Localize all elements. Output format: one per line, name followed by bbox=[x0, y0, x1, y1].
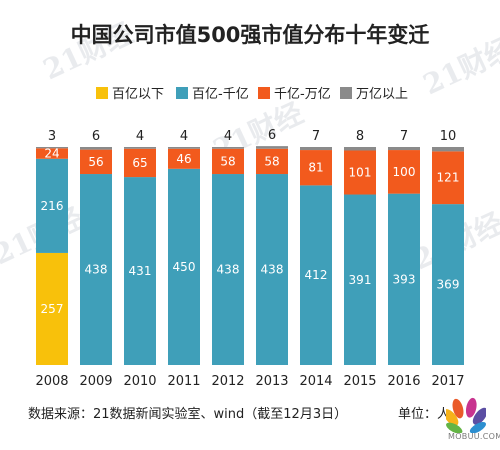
data-label-2015-series-4: 8 bbox=[356, 129, 364, 144]
data-label-2013-series-3: 58 bbox=[264, 154, 279, 168]
bar-segment-2011-series-3 bbox=[168, 148, 200, 169]
bar-segment-2010-series-3 bbox=[124, 148, 156, 178]
peacock-logo-icon bbox=[446, 397, 486, 433]
bar-segment-2008-series-3 bbox=[36, 148, 68, 159]
bar-segment-2008-series-4 bbox=[36, 147, 68, 149]
bar-segment-2011-series-4 bbox=[168, 147, 200, 149]
data-label-2010-series-2: 431 bbox=[129, 264, 152, 278]
data-label-2017-series-3: 121 bbox=[437, 171, 460, 185]
data-label-2014-series-4: 7 bbox=[312, 129, 320, 144]
legend-label-3: 千亿-万亿 bbox=[274, 87, 331, 102]
legend-swatch-2 bbox=[176, 87, 188, 99]
bar-segment-2017-series-3 bbox=[432, 151, 464, 205]
x-tick-label-2012: 2012 bbox=[211, 374, 244, 389]
bar-segment-2017-series-4 bbox=[432, 147, 464, 152]
data-label-2015-series-2: 391 bbox=[349, 273, 372, 287]
data-label-2015-series-3: 101 bbox=[349, 166, 372, 180]
bars-group: 257 216 24 3 438 56 6 431 65 4 450 46 4 438 58 4 438 58 6 4… bbox=[36, 128, 464, 365]
data-label-2012-series-4: 4 bbox=[224, 129, 232, 144]
x-tick-label-2008: 2008 bbox=[35, 374, 68, 389]
bar-segment-2012-series-3 bbox=[212, 148, 244, 175]
bar-segment-2012-series-4 bbox=[212, 147, 244, 149]
data-label-2012-series-2: 438 bbox=[217, 263, 240, 277]
bar-segment-2009-series-4 bbox=[80, 147, 112, 150]
legend-swatch-3 bbox=[258, 87, 270, 99]
x-tick-label-2017: 2017 bbox=[431, 374, 464, 389]
x-tick-label-2009: 2009 bbox=[79, 374, 112, 389]
data-label-2016-series-4: 7 bbox=[400, 129, 408, 144]
bar-segment-2015-series-2 bbox=[344, 194, 376, 365]
bar-segment-2010-series-2 bbox=[124, 177, 156, 365]
data-label-2008-series-1: 257 bbox=[41, 302, 64, 316]
x-tick-label-2011: 2011 bbox=[167, 374, 200, 389]
data-label-2013-series-2: 438 bbox=[261, 263, 284, 277]
data-label-2011-series-4: 4 bbox=[180, 129, 188, 144]
data-label-2011-series-2: 450 bbox=[173, 260, 196, 274]
data-label-2012-series-3: 58 bbox=[220, 154, 235, 168]
x-tick-label-2010: 2010 bbox=[123, 374, 156, 389]
data-label-2009-series-4: 6 bbox=[92, 129, 100, 144]
legend-label-1: 百亿以下 bbox=[112, 87, 164, 102]
data-label-2010-series-4: 4 bbox=[136, 129, 144, 144]
site-watermark-text: MOBUU.COM bbox=[448, 432, 500, 441]
data-label-2013-series-4: 6 bbox=[268, 128, 276, 143]
data-label-2008-series-3: 24 bbox=[44, 147, 59, 161]
bar-segment-2013-series-3 bbox=[256, 148, 288, 175]
unit-label: 单位：人 bbox=[398, 407, 450, 422]
bar-segment-2016-series-2 bbox=[388, 193, 420, 365]
bar-segment-2010-series-4 bbox=[124, 147, 156, 149]
bar-segment-2015-series-4 bbox=[344, 147, 376, 151]
legend-label-4: 万亿以上 bbox=[356, 87, 408, 102]
bar-segment-2016-series-4 bbox=[388, 147, 420, 151]
bar-segment-2014-series-4 bbox=[300, 147, 332, 151]
legend-label-2: 百亿-千亿 bbox=[192, 87, 249, 102]
bar-segment-2008-series-2 bbox=[36, 158, 68, 253]
x-tick-label-2016: 2016 bbox=[387, 374, 420, 389]
bar-segment-2011-series-2 bbox=[168, 168, 200, 365]
bar-segment-2013-series-2 bbox=[256, 174, 288, 365]
data-label-2014-series-2: 412 bbox=[305, 268, 328, 282]
chart-legend: 百亿以下 百亿-千亿 千亿-万亿 万亿以上 bbox=[96, 87, 408, 102]
data-label-2011-series-3: 46 bbox=[176, 152, 191, 166]
x-axis: 2008 2009 2010 2011 2012 2013 2014 2015 2016 2017 bbox=[35, 374, 464, 389]
data-label-2017-series-2: 369 bbox=[437, 278, 460, 292]
data-label-2009-series-3: 56 bbox=[88, 155, 103, 169]
data-label-2008-series-2: 216 bbox=[41, 199, 64, 213]
x-tick-label-2015: 2015 bbox=[343, 374, 376, 389]
bar-segment-2012-series-2 bbox=[212, 174, 244, 365]
legend-swatch-1 bbox=[96, 87, 108, 99]
data-label-2008-series-4: 3 bbox=[48, 129, 56, 144]
footer-source-note: 数据来源：21数据新闻实验室、wind（截至12月3日） bbox=[28, 406, 347, 422]
bar-segment-2013-series-4 bbox=[256, 146, 288, 149]
data-label-2009-series-2: 438 bbox=[85, 263, 108, 277]
bar-segment-2016-series-3 bbox=[388, 150, 420, 194]
bar-segment-2014-series-2 bbox=[300, 185, 332, 365]
bar-segment-2009-series-3 bbox=[80, 149, 112, 175]
chart-title: 中国公司市值500强市值分布十年变迁 bbox=[71, 23, 430, 47]
data-label-2016-series-3: 100 bbox=[393, 165, 416, 179]
bar-segment-2008-series-1 bbox=[36, 252, 68, 365]
bar-segment-2014-series-3 bbox=[300, 150, 332, 186]
bar-segment-2015-series-3 bbox=[344, 150, 376, 195]
x-tick-label-2013: 2013 bbox=[255, 374, 288, 389]
bar-segment-2017-series-2 bbox=[432, 204, 464, 365]
legend-swatch-4 bbox=[340, 87, 352, 99]
bar-segment-2009-series-2 bbox=[80, 174, 112, 365]
data-label-2014-series-3: 81 bbox=[308, 161, 323, 175]
data-label-2016-series-2: 393 bbox=[393, 272, 416, 286]
x-tick-label-2014: 2014 bbox=[299, 374, 332, 389]
data-label-2010-series-3: 65 bbox=[132, 156, 147, 170]
data-label-2017-series-4: 10 bbox=[440, 129, 457, 144]
